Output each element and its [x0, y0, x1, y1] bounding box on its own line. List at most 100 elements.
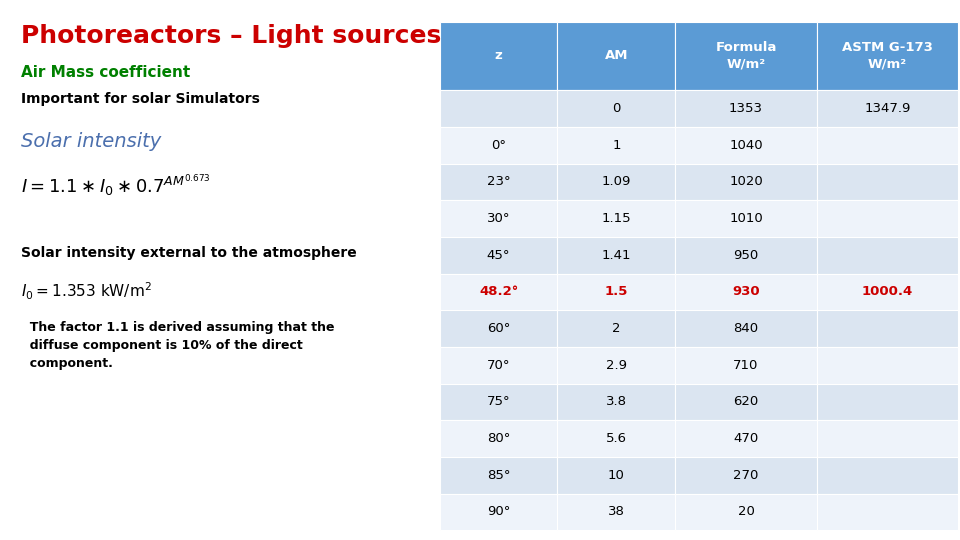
Text: 1353: 1353	[729, 102, 763, 115]
Bar	[675, 127, 817, 164]
Bar	[558, 127, 675, 164]
Bar	[440, 90, 558, 127]
Bar	[817, 164, 958, 200]
Text: 20: 20	[737, 505, 755, 518]
Bar	[558, 274, 675, 310]
Bar	[558, 494, 675, 530]
Text: Formula
W/m²: Formula W/m²	[715, 42, 777, 70]
Bar	[675, 420, 817, 457]
Bar	[440, 200, 558, 237]
Text: 80°: 80°	[487, 432, 511, 445]
Text: 30°: 30°	[487, 212, 511, 225]
Bar	[558, 164, 675, 200]
Bar	[817, 310, 958, 347]
Bar	[817, 383, 958, 420]
Text: 2.9: 2.9	[606, 359, 627, 372]
Bar	[675, 347, 817, 383]
Bar	[440, 383, 558, 420]
Text: 710: 710	[733, 359, 758, 372]
Text: 950: 950	[733, 249, 758, 262]
Text: 10: 10	[608, 469, 625, 482]
Text: z: z	[494, 50, 502, 63]
Bar	[817, 457, 958, 494]
Text: 840: 840	[733, 322, 758, 335]
Text: 38: 38	[608, 505, 625, 518]
Text: Solar intensity: Solar intensity	[21, 132, 161, 151]
Text: 1.41: 1.41	[602, 249, 631, 262]
Bar	[817, 127, 958, 164]
Text: 620: 620	[733, 395, 758, 408]
Bar	[440, 494, 558, 530]
Bar	[675, 383, 817, 420]
Text: 75°: 75°	[487, 395, 511, 408]
Text: 0: 0	[612, 102, 620, 115]
Bar	[440, 310, 558, 347]
Bar	[440, 347, 558, 383]
Bar	[675, 274, 817, 310]
Text: ASTM G-173
W/m²: ASTM G-173 W/m²	[842, 42, 933, 70]
Text: Solar intensity external to the atmosphere: Solar intensity external to the atmosphe…	[21, 246, 357, 260]
Text: 60°: 60°	[487, 322, 511, 335]
Text: 1000.4: 1000.4	[862, 286, 913, 299]
Text: 2: 2	[612, 322, 621, 335]
Bar	[440, 164, 558, 200]
Bar	[558, 310, 675, 347]
Bar	[440, 127, 558, 164]
Bar	[675, 90, 817, 127]
Bar	[817, 347, 958, 383]
Bar	[675, 200, 817, 237]
Text: Air Mass coefficient: Air Mass coefficient	[21, 65, 190, 80]
Bar	[558, 457, 675, 494]
Text: 90°: 90°	[487, 505, 511, 518]
Text: 1.5: 1.5	[605, 286, 628, 299]
Text: 23°: 23°	[487, 176, 511, 188]
Bar	[675, 237, 817, 274]
Text: 1010: 1010	[730, 212, 763, 225]
Text: The factor 1.1 is derived assuming that the
  diffuse component is 10% of the di: The factor 1.1 is derived assuming that …	[21, 321, 335, 370]
Bar	[558, 237, 675, 274]
Text: AM: AM	[605, 50, 628, 63]
Bar	[817, 420, 958, 457]
Text: $I_0 = 1.353\ \mathrm{kW/m^2}$: $I_0 = 1.353\ \mathrm{kW/m^2}$	[21, 281, 152, 302]
Bar	[675, 310, 817, 347]
Bar	[675, 457, 817, 494]
Bar	[440, 237, 558, 274]
Bar	[440, 420, 558, 457]
Text: 48.2°: 48.2°	[479, 286, 518, 299]
Text: 930: 930	[732, 286, 759, 299]
Bar	[558, 22, 675, 90]
Text: 1.15: 1.15	[602, 212, 632, 225]
Bar	[675, 164, 817, 200]
Bar	[558, 200, 675, 237]
Bar	[817, 237, 958, 274]
Text: 70°: 70°	[487, 359, 511, 372]
Text: Important for solar Simulators: Important for solar Simulators	[21, 92, 260, 106]
Text: 1.09: 1.09	[602, 176, 631, 188]
Bar	[817, 90, 958, 127]
Text: 5.6: 5.6	[606, 432, 627, 445]
Text: 1347.9: 1347.9	[864, 102, 911, 115]
Text: 3.8: 3.8	[606, 395, 627, 408]
Text: 1040: 1040	[730, 139, 763, 152]
Bar	[817, 494, 958, 530]
Bar	[440, 457, 558, 494]
Text: 0°: 0°	[492, 139, 506, 152]
Bar	[817, 274, 958, 310]
Text: Photoreactors – Light sources: Photoreactors – Light sources	[21, 24, 442, 48]
Text: 1020: 1020	[730, 176, 763, 188]
Bar	[675, 494, 817, 530]
Text: 470: 470	[733, 432, 758, 445]
Bar	[558, 347, 675, 383]
Bar	[558, 420, 675, 457]
Bar	[675, 22, 817, 90]
Text: 1: 1	[612, 139, 621, 152]
Bar	[817, 200, 958, 237]
Text: $I = 1.1 \ast I_0 \ast 0.7^{AM^{0.673}}$: $I = 1.1 \ast I_0 \ast 0.7^{AM^{0.673}}$	[21, 173, 211, 199]
Bar	[440, 22, 558, 90]
Bar	[558, 383, 675, 420]
Bar	[558, 90, 675, 127]
Bar	[440, 274, 558, 310]
Text: 270: 270	[733, 469, 758, 482]
Text: 85°: 85°	[487, 469, 511, 482]
Bar	[817, 22, 958, 90]
